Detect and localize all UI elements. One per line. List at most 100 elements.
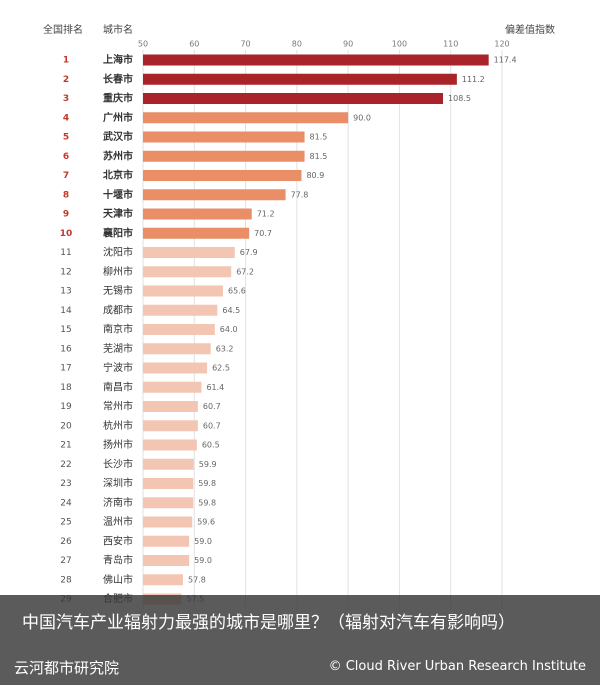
rank-label: 14	[60, 306, 72, 316]
value-label: 111.2	[462, 75, 485, 84]
rank-label: 27	[60, 556, 71, 566]
rank-header: 全国排名	[43, 23, 83, 36]
bar	[143, 516, 193, 528]
city-label: 深圳市	[103, 477, 133, 490]
rank-label: 1	[63, 56, 69, 66]
bar	[143, 189, 286, 201]
brand: 云河都市研究院	[14, 659, 120, 677]
x-tick-label: 50	[138, 40, 148, 49]
x-tick-label: 60	[189, 40, 199, 49]
bar	[143, 73, 457, 85]
bar	[143, 381, 202, 393]
bar	[143, 54, 489, 66]
value-label: 60.7	[203, 421, 221, 430]
city-label: 芜湖市	[103, 342, 133, 355]
value-label: 62.5	[212, 364, 230, 373]
rank-label: 9	[63, 210, 69, 220]
value-label: 71.2	[257, 210, 275, 219]
bar	[143, 150, 305, 162]
rank-label: 18	[60, 383, 72, 393]
value-label: 81.5	[310, 133, 328, 142]
value-label: 67.2	[236, 267, 254, 276]
rank-label: 11	[60, 248, 71, 258]
city-label: 武汉市	[103, 130, 133, 143]
city-label: 柳州市	[103, 265, 133, 278]
rank-label: 28	[60, 575, 72, 585]
city-header: 城市名	[103, 23, 133, 36]
bar	[143, 458, 194, 470]
bar	[143, 362, 208, 374]
city-label: 苏州市	[103, 149, 133, 162]
rank-label: 26	[60, 537, 72, 547]
value-label: 60.5	[202, 441, 220, 450]
value-header: 偏差值指数	[505, 23, 555, 36]
rank-label: 16	[60, 344, 72, 354]
city-label: 天津市	[103, 207, 133, 220]
rank-label: 24	[60, 498, 72, 508]
rank-label: 23	[60, 479, 71, 489]
rank-label: 19	[60, 402, 72, 412]
rank-label: 13	[60, 287, 71, 297]
value-label: 65.6	[228, 287, 246, 296]
rank-label: 8	[63, 190, 69, 200]
rank-label: 25	[60, 518, 71, 528]
value-label: 80.9	[306, 171, 324, 180]
value-label: 108.5	[448, 94, 471, 103]
x-tick-label: 120	[494, 40, 509, 49]
city-label: 扬州市	[103, 438, 133, 451]
bar	[143, 208, 252, 220]
city-label: 上海市	[103, 53, 133, 66]
rank-label: 10	[60, 229, 73, 239]
bar	[143, 170, 302, 181]
city-label: 佛山市	[103, 573, 133, 586]
value-label: 81.5	[310, 152, 328, 161]
bar	[143, 555, 190, 566]
rank-label: 20	[60, 421, 72, 431]
value-label: 59.8	[198, 479, 216, 488]
bar	[143, 439, 197, 451]
rank-label: 12	[60, 267, 71, 277]
city-label: 南昌市	[103, 380, 133, 393]
copyright: © Cloud River Urban Research Institute	[328, 659, 586, 674]
bar	[143, 304, 218, 316]
value-label: 59.8	[198, 498, 216, 507]
value-label: 59.0	[194, 556, 212, 565]
city-label: 重庆市	[103, 92, 133, 105]
bar	[143, 324, 215, 335]
city-label: 宁波市	[103, 361, 133, 374]
bar	[143, 535, 190, 547]
rank-label: 21	[60, 441, 71, 451]
value-label: 60.7	[203, 402, 221, 411]
city-label: 西安市	[103, 534, 133, 547]
bar	[143, 343, 211, 355]
city-label: 襄阳市	[102, 226, 133, 239]
city-label: 南京市	[103, 323, 133, 336]
caption: 中国汽车产业辐射力最强的城市是哪里？（辐射对汽车有影响吗）	[22, 613, 515, 633]
bar	[143, 285, 224, 297]
value-label: 67.9	[240, 248, 258, 257]
x-tick-label: 70	[240, 40, 250, 49]
x-tick-label: 80	[292, 40, 302, 49]
x-tick-label: 90	[343, 40, 353, 49]
value-label: 59.6	[197, 518, 215, 527]
city-label: 十堰市	[103, 188, 133, 201]
rank-label: 7	[63, 171, 69, 181]
value-label: 90.0	[353, 113, 371, 122]
rank-label: 6	[63, 152, 69, 162]
rank-label: 4	[63, 113, 69, 123]
city-label: 成都市	[103, 303, 133, 316]
value-label: 59.0	[194, 537, 212, 546]
rank-label: 15	[60, 325, 71, 335]
bar	[143, 131, 305, 143]
city-label: 北京市	[103, 169, 133, 182]
value-label: 117.4	[494, 56, 517, 65]
value-label: 63.2	[216, 344, 234, 353]
bar	[143, 497, 194, 509]
city-label: 长沙市	[103, 457, 133, 470]
bar	[143, 574, 184, 586]
bar	[143, 401, 198, 412]
x-tick-label: 100	[392, 40, 407, 49]
value-label: 64.0	[220, 325, 238, 334]
bar	[143, 227, 250, 239]
